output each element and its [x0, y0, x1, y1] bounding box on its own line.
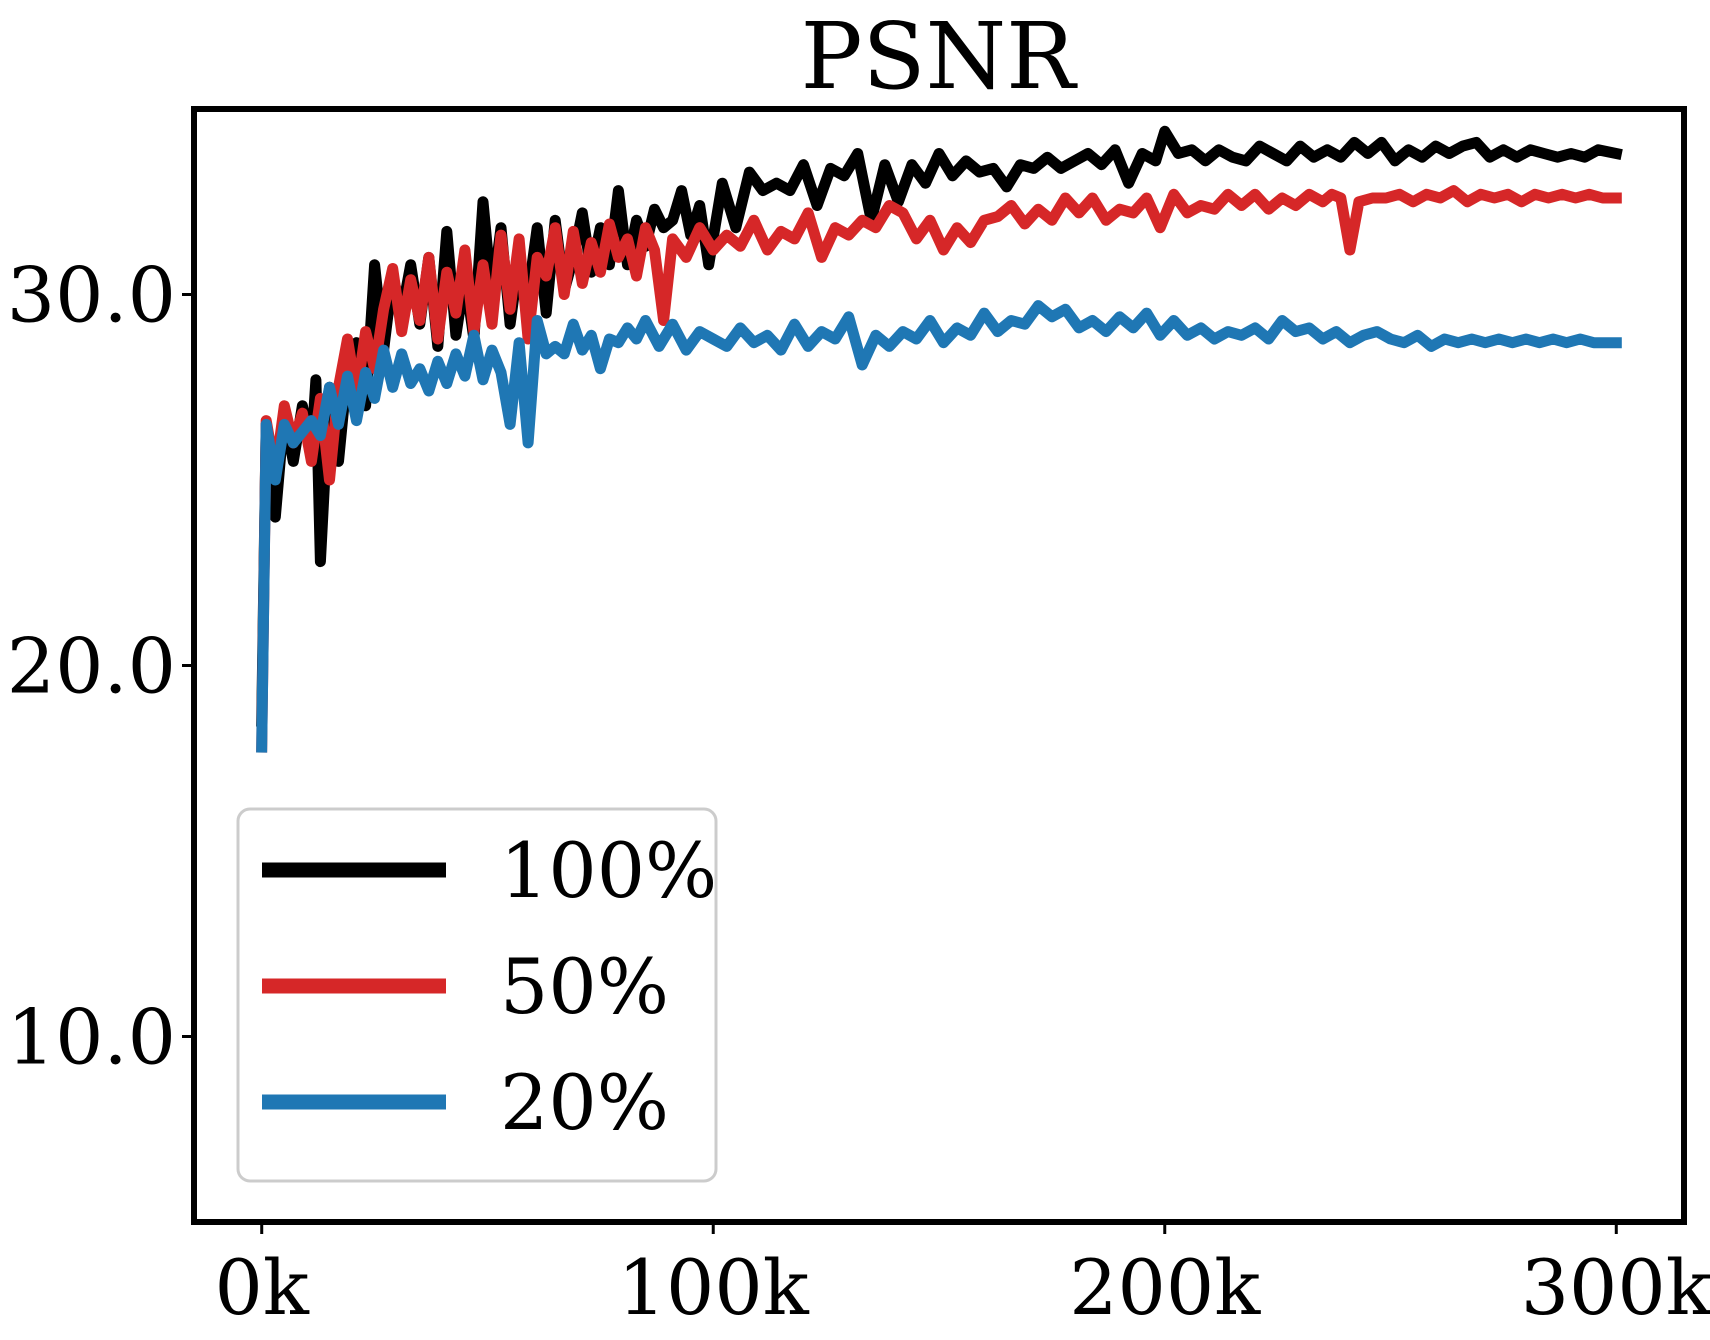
y-tick-label: 20.0 — [7, 622, 176, 711]
series-group — [256, 125, 1623, 753]
x-tick-label: 300k — [1521, 1243, 1710, 1332]
y-tick-label: 30.0 — [7, 251, 176, 340]
series-line-2 — [256, 300, 1622, 753]
legend-label: 100% — [500, 826, 717, 915]
legend: 100% 50% 20% — [236, 807, 718, 1183]
x-tick-label: 100k — [618, 1243, 810, 1332]
axes-frame — [191, 106, 1687, 1225]
x-axis-ticks: 0k 100k 200k 300k — [215, 1222, 1710, 1332]
series-line-1 — [256, 185, 1622, 753]
series-line-0 — [256, 125, 1623, 727]
legend-label: 20% — [500, 1058, 669, 1147]
legend-label: 50% — [500, 942, 669, 1031]
y-axis-ticks: 10.0 20.0 30.0 — [7, 251, 194, 1082]
x-tick-label: 200k — [1069, 1243, 1261, 1332]
chart-title: PSNR — [801, 3, 1078, 110]
x-tick-label: 0k — [215, 1243, 310, 1332]
legend-box — [236, 807, 718, 1183]
y-tick-label: 10.0 — [7, 993, 176, 1082]
